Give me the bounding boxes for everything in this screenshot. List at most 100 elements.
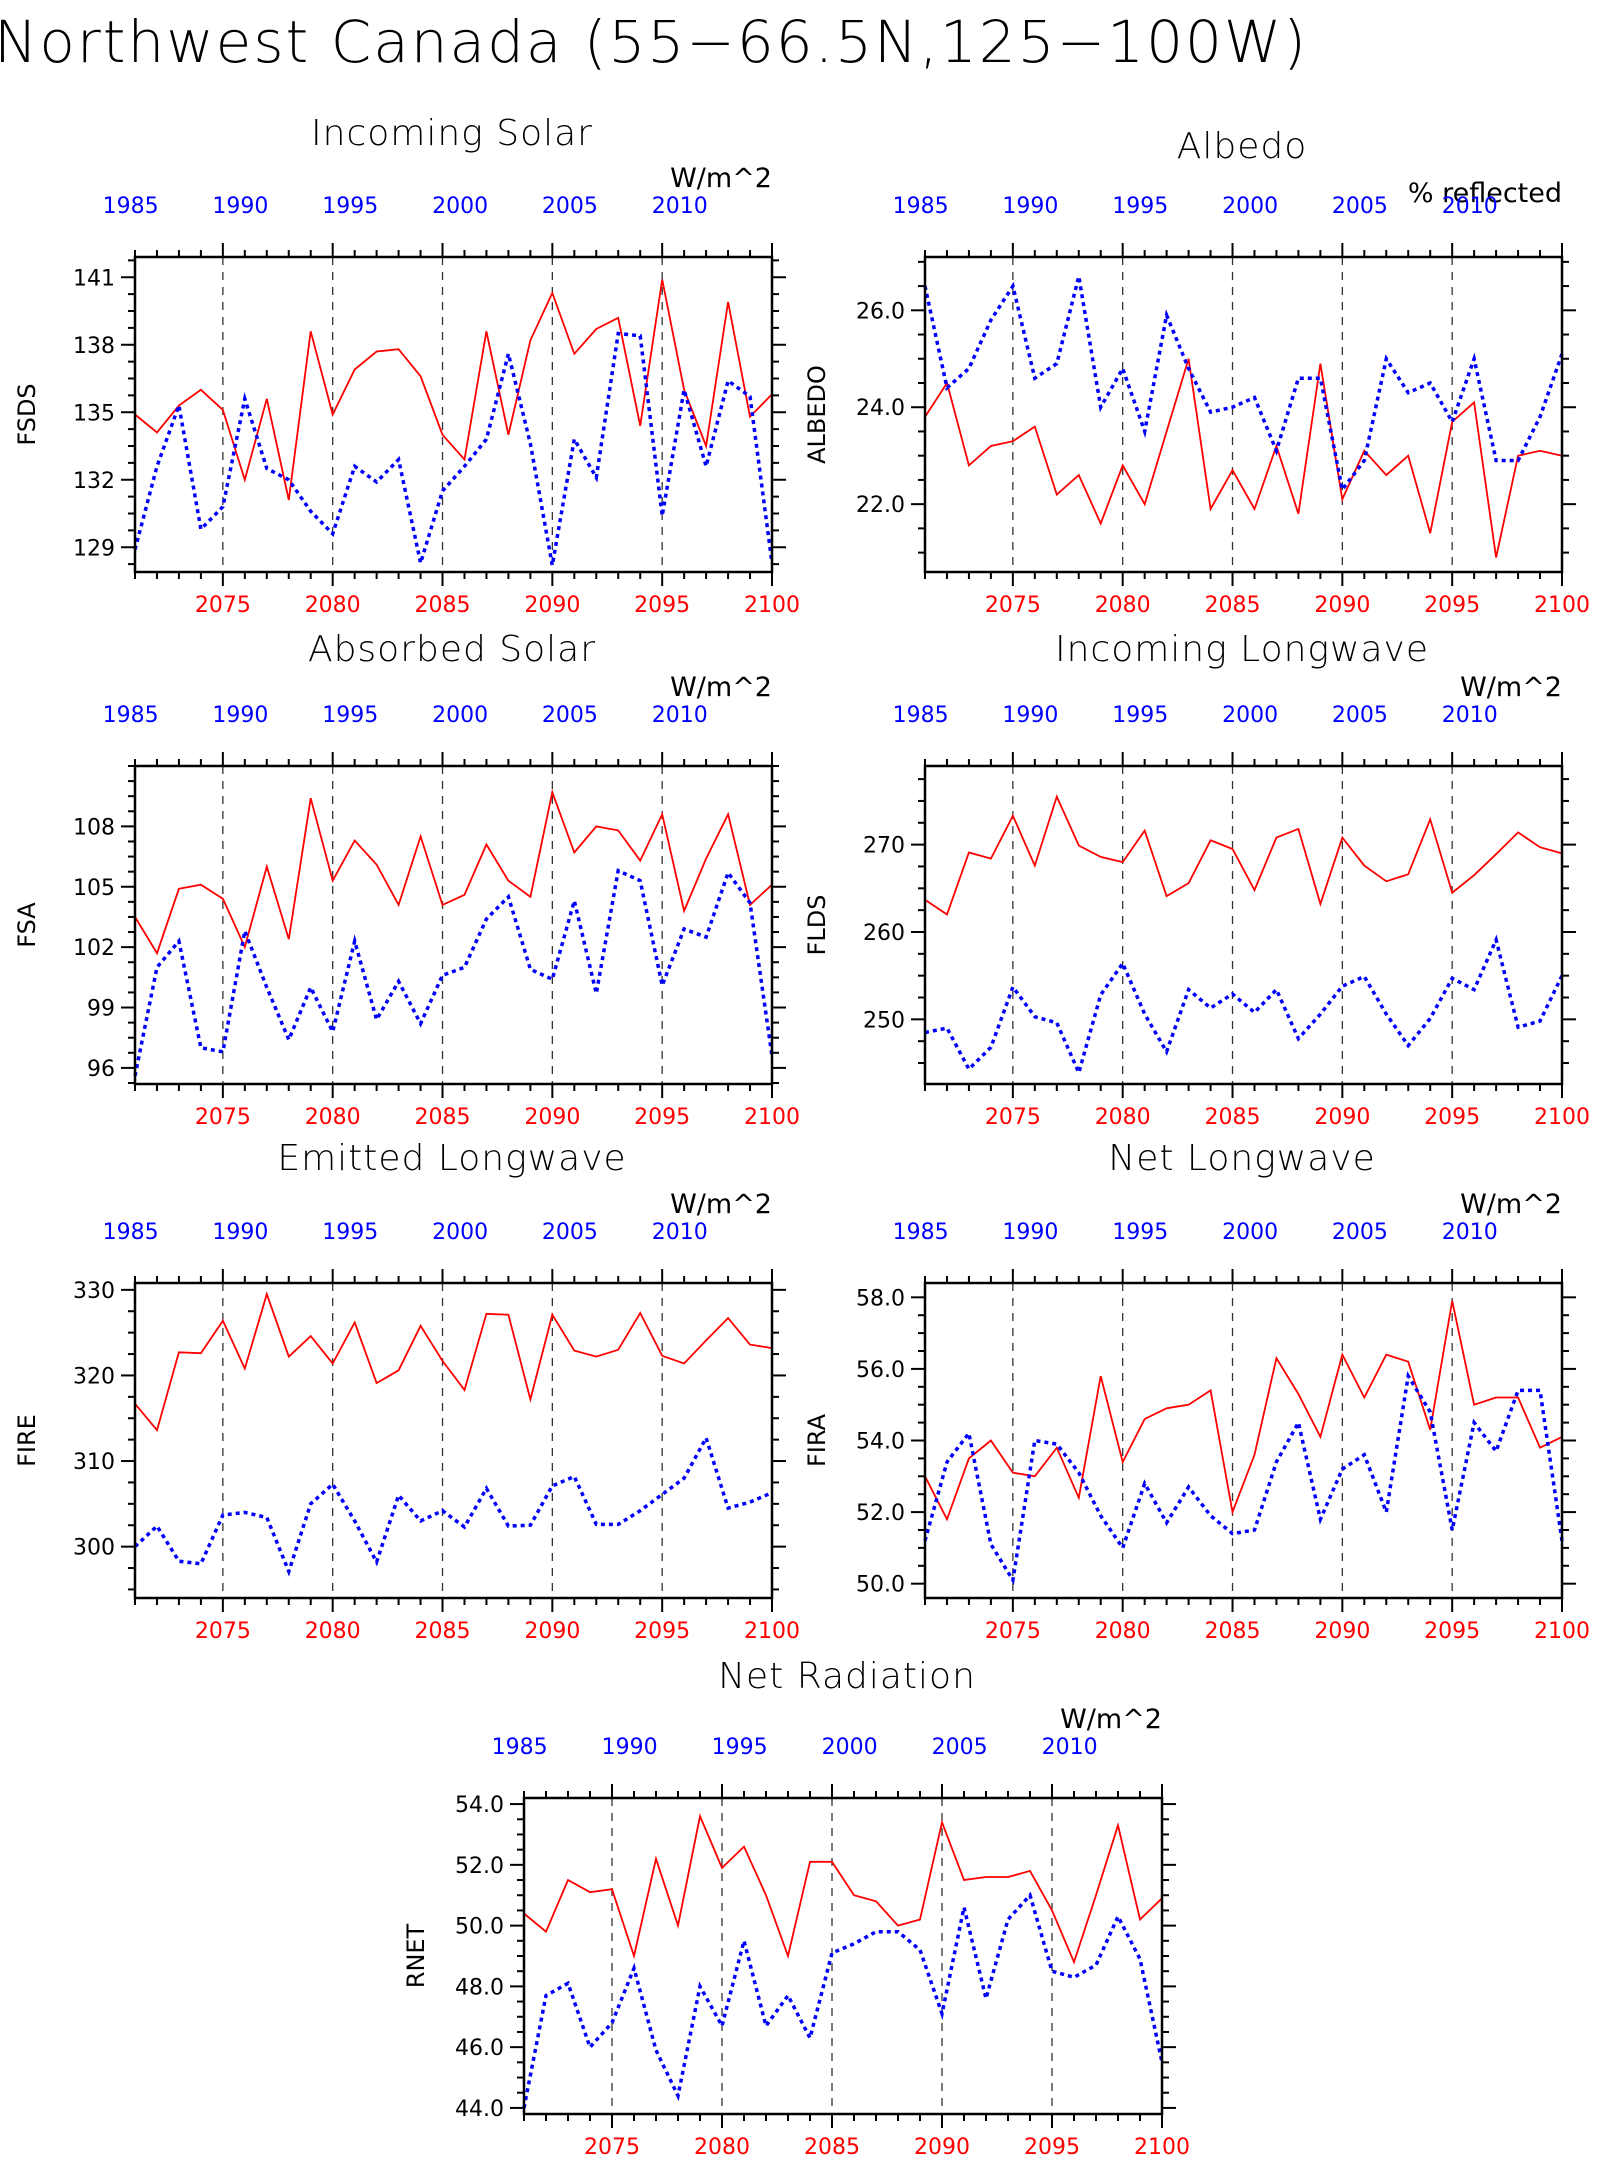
unit-label: W/m^2 (1460, 672, 1562, 703)
panel-title: Net Longwave (1108, 1138, 1375, 1179)
y-tick-label: 22.0 (856, 493, 905, 518)
panel-title: Net Radiation (718, 1656, 976, 1697)
unit-label: % reflected (1408, 178, 1562, 209)
x-tick-label: 2100 (744, 1105, 800, 1130)
series-line-future (924, 358, 1563, 558)
top-tick-label: 1995 (322, 1220, 378, 1245)
series-line-future (924, 1300, 1563, 1522)
x-tick-label: 2100 (1534, 593, 1590, 618)
top-tick-label: 2010 (652, 1220, 708, 1245)
top-tick-label: 1990 (212, 703, 268, 728)
x-tick-label: 2075 (195, 593, 251, 618)
x-tick-label: 2085 (415, 593, 471, 618)
top-tick-label: 2000 (432, 194, 488, 219)
top-tick-label: 2005 (1332, 703, 1388, 728)
panel-title: Absorbed Solar (308, 629, 596, 670)
top-tick-label: 2005 (1332, 194, 1388, 219)
top-tick-label: 2000 (432, 1220, 488, 1245)
plot-frame (133, 255, 774, 574)
x-tick-label: 2095 (634, 1619, 690, 1644)
top-tick-label: 1985 (492, 1735, 548, 1760)
y-tick-label: 129 (73, 536, 115, 561)
y-tick-label: 50.0 (856, 1573, 905, 1598)
series-line-historical (923, 275, 1564, 494)
y-axis-label: RNET (402, 1923, 430, 1988)
x-tick-label: 2100 (1534, 1619, 1590, 1644)
x-tick-label: 2100 (744, 1619, 800, 1644)
top-tick-label: 1990 (212, 194, 268, 219)
x-tick-label: 2080 (1095, 593, 1151, 618)
y-tick-label: 56.0 (856, 1358, 905, 1383)
y-tick-label: 135 (73, 401, 115, 426)
top-tick-label: 1995 (712, 1735, 768, 1760)
y-axis-label: FSDS (13, 383, 41, 445)
top-tick-label: 2010 (652, 194, 708, 219)
top-tick-label: 1990 (1002, 1220, 1058, 1245)
plot-frame (923, 255, 1564, 574)
x-tick-label: 2085 (1205, 1619, 1261, 1644)
x-tick-label: 2090 (524, 1619, 580, 1644)
y-tick-label: 310 (73, 1450, 115, 1475)
x-tick-label: 2090 (914, 2135, 970, 2160)
series-line-historical (133, 331, 774, 566)
plot-frame (923, 1281, 1564, 1600)
y-tick-label: 96 (87, 1057, 115, 1082)
top-tick-label: 2000 (1222, 194, 1278, 219)
y-axis-label: FIRE (13, 1414, 41, 1467)
y-axis-label: FIRA (803, 1413, 831, 1467)
top-tick-label: 1985 (103, 194, 159, 219)
series-line-future (134, 279, 773, 501)
series-line-future (134, 788, 773, 956)
figure-title: Northwest Canada (55−66.5N,125−100W) (0, 8, 1308, 76)
y-tick-label: 52.0 (455, 1854, 504, 1879)
x-tick-label: 2095 (634, 593, 690, 618)
y-tick-label: 46.0 (455, 2036, 504, 2061)
plot-frame (133, 764, 774, 1086)
x-tick-label: 2075 (195, 1619, 251, 1644)
x-tick-label: 2085 (415, 1105, 471, 1130)
y-tick-label: 99 (87, 997, 115, 1022)
chart-panel: Emitted Longwave W/m^2 FIRE 2075 2080 2085 209… (13, 1138, 800, 1644)
top-tick-label: 1990 (1002, 194, 1058, 219)
top-tick-label: 1990 (602, 1735, 658, 1760)
y-tick-label: 58.0 (856, 1286, 905, 1311)
top-tick-label: 1995 (322, 194, 378, 219)
top-tick-label: 2000 (1222, 1220, 1278, 1245)
y-tick-label: 105 (73, 876, 115, 901)
panels: Incoming Solar W/m^2 FSDS 2075 2080 2085 2090 2… (13, 113, 1590, 2160)
top-tick-label: 2010 (1442, 194, 1498, 219)
top-tick-label: 1995 (1112, 1220, 1168, 1245)
series-line-historical (522, 1891, 1164, 2109)
chart-panel: Net Radiation W/m^2 RNET 2075 2080 2085 2090 20… (402, 1656, 1190, 2160)
chart-panel: Net Longwave W/m^2 FIRA 2075 2080 2085 2090 209… (803, 1138, 1590, 1644)
top-tick-label: 2000 (432, 703, 488, 728)
y-tick-label: 102 (73, 936, 115, 961)
y-tick-label: 44.0 (455, 2097, 504, 2122)
x-tick-label: 2085 (1205, 593, 1261, 618)
chart-panel: Absorbed Solar W/m^2 FSA 2075 2080 2085 2090 20… (13, 629, 800, 1130)
x-tick-label: 2095 (1424, 593, 1480, 618)
top-tick-label: 2000 (822, 1735, 878, 1760)
chart-panel: Albedo % reflected ALBEDO 2075 2080 2085 2090 2… (803, 126, 1590, 618)
unit-label: W/m^2 (1460, 1189, 1562, 1220)
top-tick-label: 2005 (542, 703, 598, 728)
top-tick-label: 1990 (212, 1220, 268, 1245)
series-line-historical (133, 1433, 773, 1577)
top-tick-label: 2000 (1222, 703, 1278, 728)
y-tick-label: 141 (73, 266, 115, 291)
y-tick-label: 320 (73, 1364, 115, 1389)
panel-title: Albedo (1177, 126, 1308, 167)
y-tick-label: 108 (73, 815, 115, 840)
top-tick-label: 2005 (1332, 1220, 1388, 1245)
plot-frame (923, 764, 1564, 1086)
x-tick-label: 2075 (584, 2135, 640, 2160)
top-tick-label: 1985 (893, 1220, 949, 1245)
x-tick-label: 2100 (1134, 2135, 1190, 2160)
plot-frame (522, 1796, 1164, 2116)
y-tick-label: 24.0 (856, 396, 905, 421)
panel-title: Emitted Longwave (277, 1138, 626, 1179)
y-tick-label: 54.0 (455, 1793, 504, 1818)
x-tick-label: 2075 (985, 1619, 1041, 1644)
x-tick-label: 2085 (1205, 1105, 1261, 1130)
x-tick-label: 2090 (1314, 1105, 1370, 1130)
